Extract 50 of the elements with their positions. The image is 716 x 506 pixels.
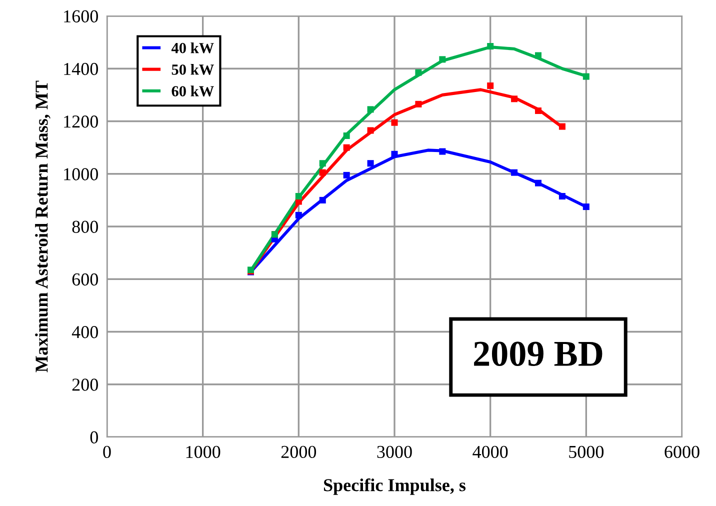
- point: [534, 52, 542, 59]
- point: [439, 148, 446, 155]
- legend-label: 60 kW: [172, 86, 214, 96]
- point: [343, 172, 350, 178]
- y-tick-label: 0: [90, 431, 98, 444]
- point: [391, 150, 398, 158]
- y-tick-label: 200: [72, 378, 98, 391]
- point: [343, 144, 350, 151]
- point: [319, 169, 326, 176]
- x-tick-label: 4000: [472, 446, 508, 458]
- y-tick-label: 1400: [64, 62, 98, 76]
- x-tick-label: 5000: [569, 446, 604, 458]
- x-tick-label: 1000: [186, 446, 220, 458]
- x-tick-label: 2000: [281, 446, 316, 458]
- point: [415, 69, 422, 76]
- x-axis-title: Specific Impulse, s: [324, 478, 466, 495]
- y-tick-label: 1200: [64, 116, 98, 128]
- point: [367, 160, 374, 167]
- point: [415, 100, 422, 108]
- point: [511, 96, 518, 102]
- point: [558, 192, 566, 200]
- point: [295, 212, 302, 218]
- y-tick-label: 1600: [64, 10, 98, 22]
- point: [343, 132, 350, 139]
- x-tick-label: 0: [103, 446, 111, 458]
- point: [582, 73, 590, 80]
- y-tick-label: 400: [72, 326, 98, 338]
- y-axis-title: Maximum Asteroid Return Mass, MT: [35, 80, 50, 372]
- point: [487, 43, 494, 50]
- annotation: 2009 BD: [474, 342, 602, 366]
- point: [391, 119, 398, 126]
- x-tick-label: 3000: [377, 446, 412, 458]
- y-tick-label: 600: [72, 273, 98, 286]
- y-tick-label: 1000: [64, 168, 98, 180]
- point: [487, 82, 494, 89]
- point: [534, 107, 542, 114]
- point: [582, 204, 590, 210]
- point: [511, 169, 518, 176]
- y-tick-label: 800: [72, 220, 98, 233]
- point: [558, 123, 566, 130]
- point: [439, 56, 446, 63]
- point: [367, 106, 374, 113]
- legend-label: 40 kW: [171, 42, 214, 54]
- point: [534, 180, 542, 186]
- point: [319, 160, 326, 167]
- point: [367, 127, 374, 134]
- point: [319, 196, 326, 204]
- x-tick-label: 6000: [664, 446, 700, 458]
- legend-label: 50 kW: [172, 64, 214, 75]
- point: [295, 192, 302, 200]
